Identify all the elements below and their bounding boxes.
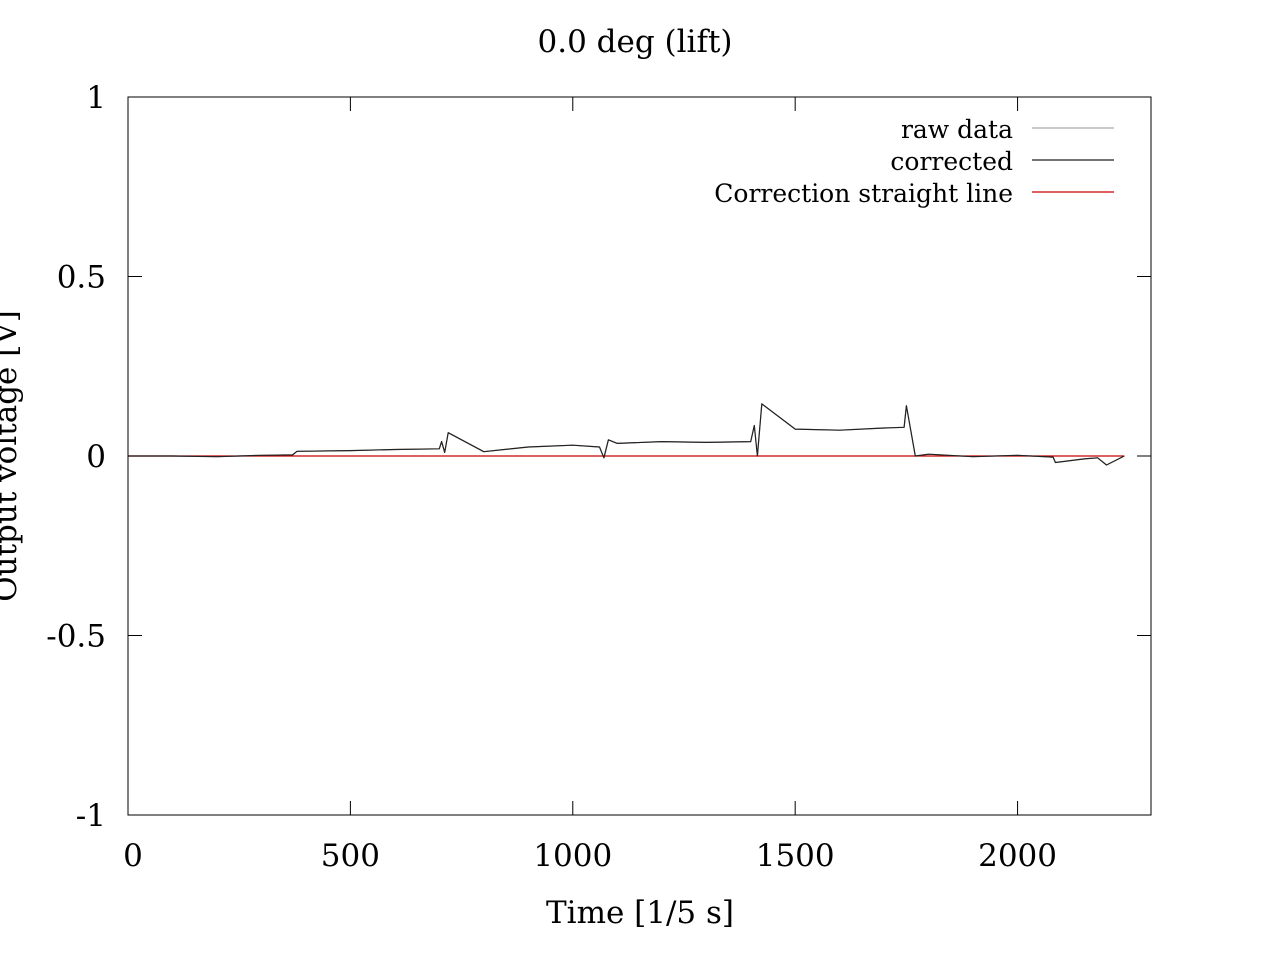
x-tick-label: 2000	[978, 838, 1057, 874]
chart-title: 0.0 deg (lift)	[538, 24, 733, 60]
plot-frame	[127, 96, 1152, 816]
y-tick-label: 1	[86, 80, 106, 116]
legend: raw data corrected Correction straight lin…	[714, 115, 1114, 208]
series-group	[128, 403, 1125, 466]
x-tick-label: 0	[123, 838, 143, 874]
y-axis-label: Output voltage [V]	[0, 310, 24, 602]
y-tick-label: 0.5	[57, 260, 106, 296]
x-axis-label: Time [1/5 s]	[546, 895, 734, 931]
x-tick-label: 1000	[533, 838, 612, 874]
series-line-1	[128, 403, 1125, 466]
y-tick-label: -0.5	[46, 619, 106, 655]
y-tick-label: -1	[76, 798, 106, 834]
y-tick-label: 0	[86, 439, 106, 475]
legend-label: corrected	[890, 147, 1013, 176]
legend-label: raw data	[901, 115, 1013, 144]
axis-ticks: 0 500 1000 1500 2000 -1 -0.5 0 0.5 1	[46, 80, 1151, 874]
x-tick-label: 500	[321, 838, 380, 874]
legend-label: Correction straight line	[714, 179, 1013, 208]
x-tick-label: 1500	[756, 838, 835, 874]
